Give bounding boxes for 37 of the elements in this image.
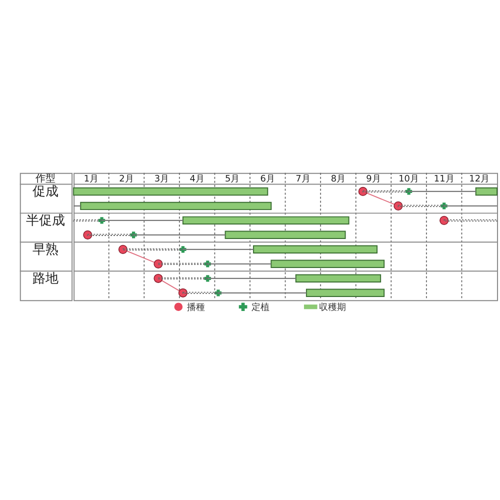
point <box>358 186 368 196</box>
x-tick-label: 6月 <box>260 174 275 185</box>
legend-label: 収穫期 <box>319 302 346 313</box>
x-tick-label: 9月 <box>366 174 381 185</box>
point <box>178 288 188 298</box>
x-tick-label: 4月 <box>190 174 204 185</box>
bar <box>73 187 268 196</box>
bar <box>253 245 378 254</box>
bar <box>80 202 272 210</box>
bar <box>475 187 498 196</box>
y-axis-title: 作型 <box>34 172 56 185</box>
point <box>440 216 449 225</box>
bar <box>295 274 382 283</box>
bar <box>270 260 385 268</box>
bar <box>73 219 102 222</box>
x-tick-label: 3月 <box>154 174 170 185</box>
x-tick-label: 1月 <box>84 174 99 185</box>
x-tick-label: 5月 <box>225 174 240 185</box>
point <box>394 201 403 210</box>
y-tick-label: 半促成 <box>26 213 66 228</box>
y-tick-label: 早熟 <box>32 242 59 258</box>
x-tick-label: 12月 <box>469 174 490 185</box>
legend-label: 播種 <box>186 302 205 313</box>
legend-label: 定植 <box>251 302 270 313</box>
y-tick-label: 路地 <box>32 271 59 286</box>
bar <box>224 230 346 240</box>
x-tick-label: 2月 <box>119 174 134 185</box>
x-tick-label: 7月 <box>296 174 310 185</box>
bar <box>182 216 350 225</box>
y-tick-label: 促成 <box>32 184 59 200</box>
x-tick-label: 8月 <box>330 174 346 185</box>
x-tick-label: 10月 <box>398 174 419 185</box>
point <box>154 274 163 283</box>
point <box>118 244 128 254</box>
x-tick-label: 11月 <box>434 174 454 185</box>
point <box>154 259 163 268</box>
bar <box>306 288 385 298</box>
